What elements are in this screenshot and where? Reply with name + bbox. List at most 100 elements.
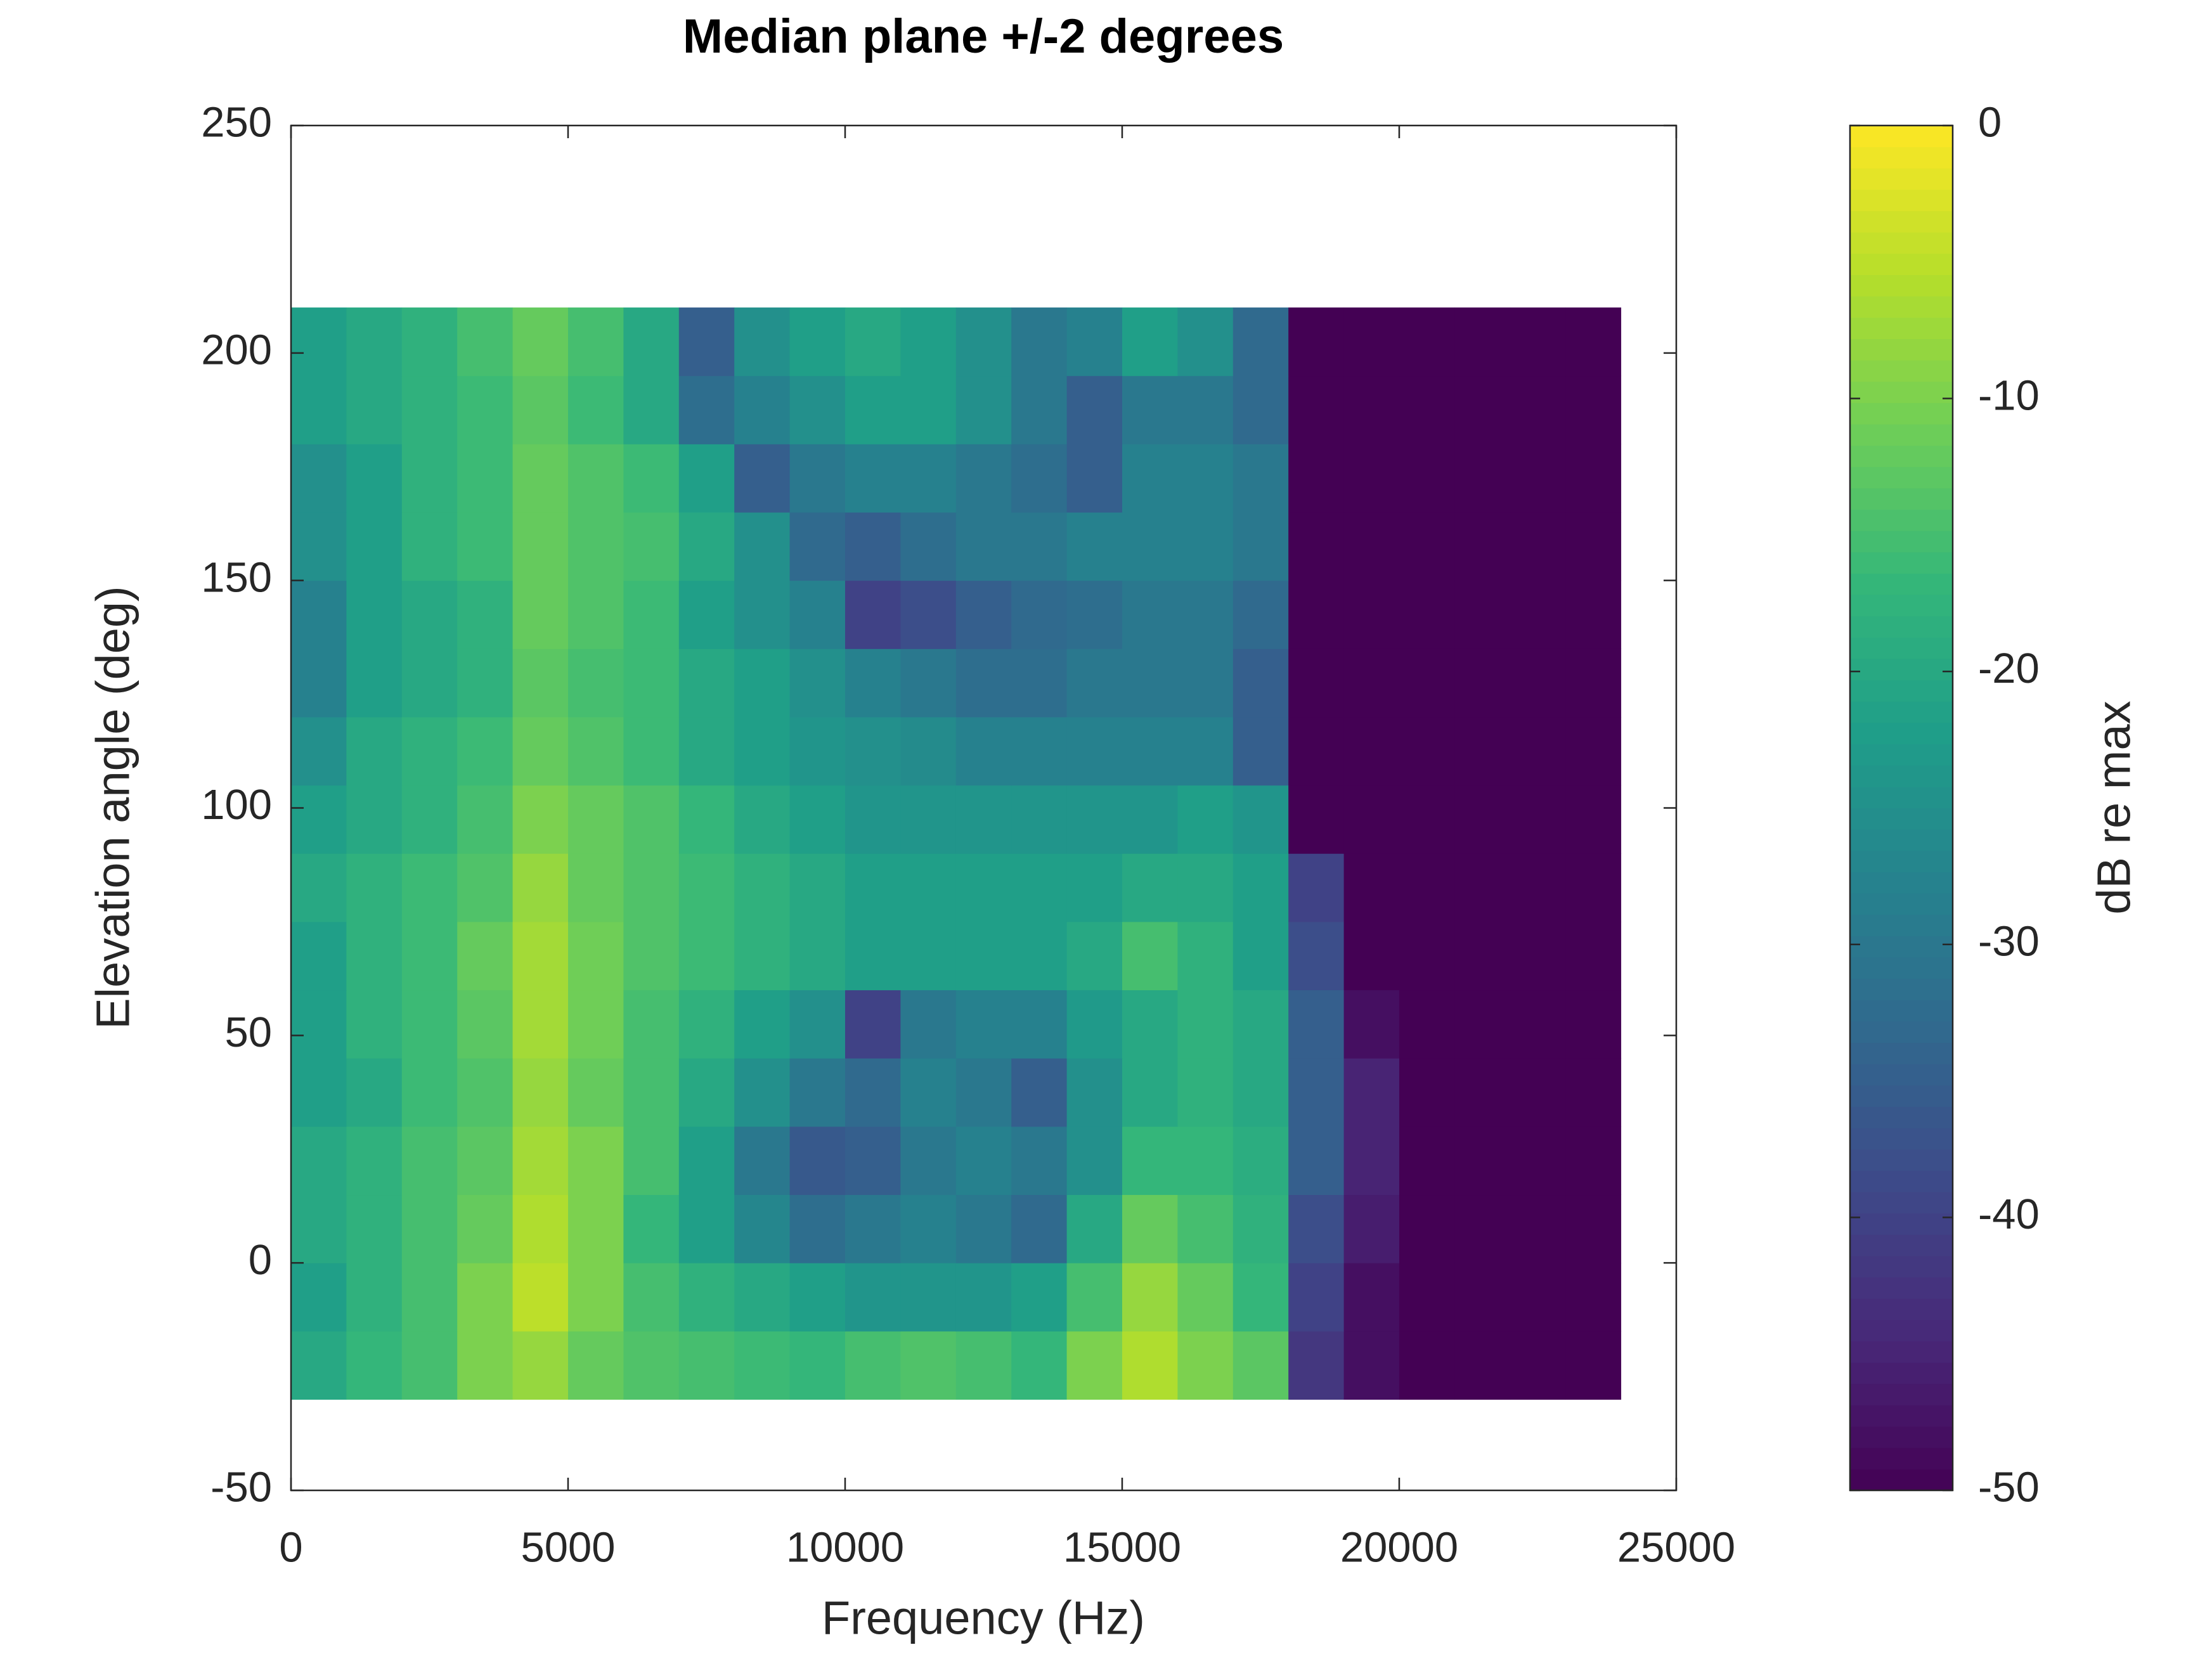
heatmap-cell bbox=[845, 785, 901, 854]
colorbar-tick-label: 0 bbox=[1978, 99, 2002, 146]
heatmap-cell bbox=[1288, 1058, 1345, 1127]
heatmap-cell bbox=[1510, 1058, 1566, 1127]
heatmap-cell bbox=[1177, 785, 1234, 854]
heatmap-cell bbox=[1122, 1331, 1178, 1400]
y-tick-label: 100 bbox=[201, 781, 272, 829]
heatmap-cell bbox=[1177, 580, 1234, 649]
heatmap-cell bbox=[1066, 1058, 1123, 1127]
colorbar-swatch bbox=[1850, 872, 1953, 894]
heatmap-cell bbox=[623, 716, 680, 786]
heatmap-cell bbox=[401, 580, 458, 649]
colorbar-label: dB re max bbox=[2088, 700, 2140, 914]
heatmap-cell bbox=[457, 716, 514, 786]
heatmap-cell bbox=[1122, 785, 1178, 854]
heatmap-cell bbox=[1232, 1058, 1289, 1127]
heatmap-cell bbox=[346, 512, 403, 581]
heatmap-cell bbox=[1122, 921, 1178, 991]
heatmap-cell bbox=[1454, 444, 1511, 513]
heatmap-cell bbox=[568, 512, 624, 581]
heatmap-cell bbox=[1454, 1126, 1511, 1196]
colorbar-swatch bbox=[1850, 296, 1953, 318]
heatmap-cell bbox=[1343, 921, 1400, 991]
colorbar-swatch bbox=[1850, 1000, 1953, 1022]
heatmap-cell bbox=[678, 785, 735, 854]
heatmap-cell bbox=[623, 375, 680, 444]
colorbar-swatch bbox=[1850, 637, 1953, 659]
heatmap-cell bbox=[623, 512, 680, 581]
heatmap-cell bbox=[955, 785, 1012, 854]
y-axis-label: Elevation angle (deg) bbox=[87, 586, 139, 1029]
heatmap-cell bbox=[1343, 1058, 1400, 1127]
heatmap-cell bbox=[457, 1263, 514, 1332]
heatmap-cell bbox=[457, 1194, 514, 1263]
colorbar-swatch bbox=[1850, 573, 1953, 595]
heatmap-cell bbox=[900, 716, 957, 786]
heatmap-cell bbox=[734, 1263, 791, 1332]
heatmap-cell bbox=[1565, 853, 1622, 922]
colorbar-swatch bbox=[1850, 403, 1953, 425]
heatmap-cell bbox=[1232, 1331, 1289, 1400]
colorbar-swatch bbox=[1850, 595, 1953, 617]
colorbar-swatch bbox=[1850, 1106, 1953, 1128]
heatmap-cell bbox=[789, 444, 846, 513]
colorbar-swatch bbox=[1850, 744, 1953, 766]
heatmap-cell bbox=[900, 512, 957, 581]
colorbar-tick-label: -50 bbox=[1978, 1464, 2040, 1511]
heatmap-cell bbox=[1177, 921, 1234, 991]
heatmap-cell bbox=[1454, 1331, 1511, 1400]
heatmap-cell bbox=[845, 1126, 901, 1196]
heatmap-cell bbox=[568, 785, 624, 854]
heatmap-cell bbox=[1510, 375, 1566, 444]
heatmap-cell bbox=[1399, 1263, 1455, 1332]
heatmap-cell bbox=[291, 1058, 347, 1127]
heatmap-cell bbox=[734, 580, 791, 649]
heatmap-cell bbox=[457, 853, 514, 922]
heatmap-cell bbox=[955, 1263, 1012, 1332]
heatmap-cell bbox=[1177, 1058, 1234, 1127]
heatmap-cell bbox=[1011, 1126, 1068, 1196]
heatmap-cell bbox=[955, 716, 1012, 786]
colorbar-swatch bbox=[1850, 274, 1953, 297]
heatmap-cell bbox=[568, 1126, 624, 1196]
heatmap-cell bbox=[623, 785, 680, 854]
heatmap-cell bbox=[346, 1263, 403, 1332]
heatmap-cell bbox=[1343, 853, 1400, 922]
heatmap-cell bbox=[1066, 853, 1123, 922]
colorbar-swatch bbox=[1850, 126, 1953, 148]
heatmap-cell bbox=[1343, 1331, 1400, 1400]
colorbar-swatch bbox=[1850, 808, 1953, 830]
heatmap-cell bbox=[291, 853, 347, 922]
heatmap-cell bbox=[1510, 921, 1566, 991]
heatmap-cell bbox=[789, 1263, 846, 1332]
heatmap-cell bbox=[789, 375, 846, 444]
heatmap-cell bbox=[346, 785, 403, 854]
heatmap-cell bbox=[1510, 1194, 1566, 1263]
heatmap-cell bbox=[1232, 1263, 1289, 1332]
heatmap-cell bbox=[1177, 375, 1234, 444]
heatmap-cell bbox=[1066, 1126, 1123, 1196]
heatmap-cell bbox=[1066, 785, 1123, 854]
heatmap-cell bbox=[955, 1194, 1012, 1263]
heatmap-cell bbox=[1565, 1194, 1622, 1263]
heatmap-cell bbox=[734, 444, 791, 513]
heatmap-cell bbox=[734, 1331, 791, 1400]
heatmap-cell bbox=[291, 785, 347, 854]
heatmap-cell bbox=[1288, 1126, 1345, 1196]
heatmap-cell bbox=[955, 921, 1012, 991]
colorbar-swatch bbox=[1850, 680, 1953, 702]
heatmap-cell bbox=[955, 1126, 1012, 1196]
heatmap-cell bbox=[291, 1126, 347, 1196]
heatmap-cell bbox=[734, 853, 791, 922]
colorbar-swatch bbox=[1850, 1298, 1953, 1320]
heatmap-cell bbox=[734, 1058, 791, 1127]
heatmap-cell bbox=[1565, 307, 1622, 377]
heatmap-cell bbox=[512, 1331, 569, 1400]
colorbar-swatch bbox=[1850, 360, 1953, 382]
colorbar-swatch bbox=[1850, 1085, 1953, 1107]
colorbar-tick-label: -10 bbox=[1978, 371, 2040, 419]
heatmap-cell bbox=[291, 512, 347, 581]
heatmap-cell bbox=[1288, 1194, 1345, 1263]
colorbar-swatch bbox=[1850, 1192, 1953, 1214]
heatmap-cell bbox=[1565, 785, 1622, 854]
heatmap-cell bbox=[512, 512, 569, 581]
